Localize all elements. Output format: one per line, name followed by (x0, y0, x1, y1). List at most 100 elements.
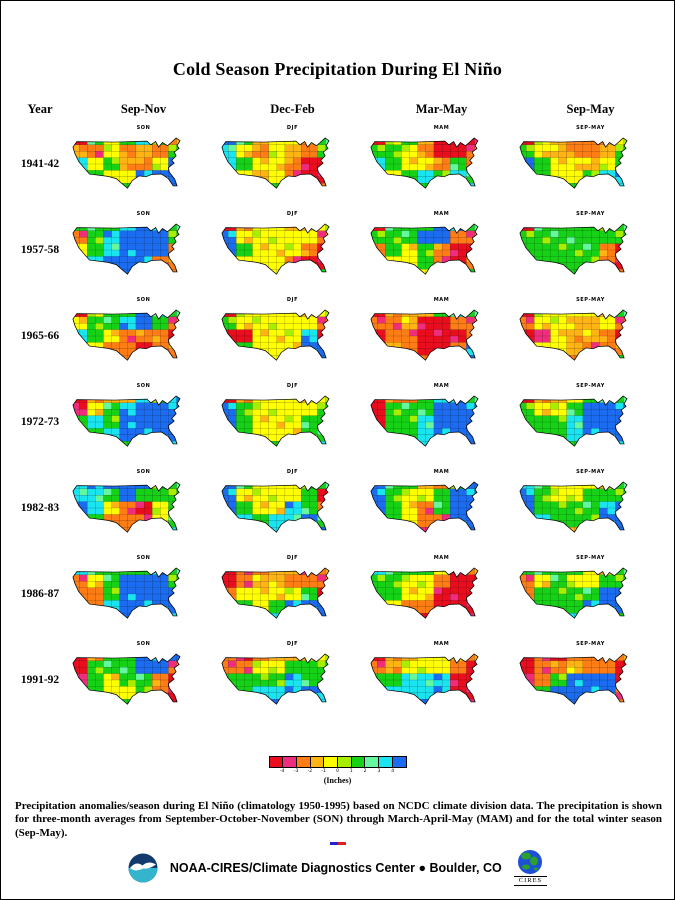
colorbar-segment-6 (351, 757, 366, 767)
map-cell: MAM (367, 465, 516, 551)
footer-text: NOAA-CIRES/Climate Diagnostics Center ● … (169, 860, 502, 875)
footer: NOAA-CIRES/Climate Diagnostics Center ● … (1, 842, 674, 886)
colorbar (268, 756, 407, 768)
map-title-label: SON (136, 125, 151, 131)
us-precipitation-map (519, 137, 628, 189)
column-header-sep-may: Sep-May (566, 101, 615, 116)
us-precipitation-map (370, 653, 479, 705)
map-title-label: MAM (433, 211, 450, 217)
row-year-label: 1957-58 (20, 244, 60, 256)
map-title-label: DJF (286, 211, 299, 217)
map-cell: MAM (367, 637, 516, 723)
map-cell: SEP-MAY (516, 551, 665, 637)
colorbar-segment-9 (392, 757, 406, 767)
us-precipitation-map (221, 309, 330, 361)
colorbar-tick: -4 (280, 769, 285, 774)
map-cell: MAM (367, 551, 516, 637)
map-cell: DJF (218, 293, 367, 379)
us-precipitation-map (519, 395, 628, 447)
map-cell: SON (69, 121, 218, 207)
colorbar-tick: 0 (336, 769, 339, 774)
map-cell: SON (69, 637, 218, 723)
map-title-label: SON (136, 641, 151, 647)
map-title-label: DJF (286, 641, 299, 647)
map-cell: SON (69, 465, 218, 551)
colorbar-segment-5 (338, 757, 352, 767)
map-cell: DJF (218, 465, 367, 551)
map-title-label: SON (136, 469, 151, 475)
figure-title: Cold Season Precipitation During El Niño (172, 59, 503, 79)
colorbar-segment-7 (365, 757, 380, 767)
map-cell: SON (69, 379, 218, 465)
legend: -4 -3 -2 -1 0 1 2 3 4 (Inches) (1, 756, 674, 785)
row-year-label: 1991-92 (20, 674, 60, 686)
map-cell: MAM (367, 121, 516, 207)
us-precipitation-map (72, 567, 181, 619)
map-title-label: SEP-MAY (576, 125, 605, 131)
colorbar-segment-1 (283, 757, 297, 767)
us-precipitation-map (519, 309, 628, 361)
map-cell: DJF (218, 207, 367, 293)
row-label-header: Year (27, 101, 53, 116)
cires-label: CIRES (513, 876, 548, 886)
map-title-label: SON (136, 211, 151, 217)
us-precipitation-map (519, 223, 628, 275)
colorbar-ticks: -4 -3 -2 -1 0 1 2 3 4 (269, 768, 407, 775)
us-precipitation-map (519, 481, 628, 533)
flag-dash-blue (329, 842, 338, 845)
map-cell: MAM (367, 207, 516, 293)
map-cell: SON (69, 551, 218, 637)
colorbar-tick: 1 (349, 769, 353, 774)
map-title-label: MAM (433, 555, 450, 561)
row-year-label: 1986-87 (20, 588, 60, 600)
us-precipitation-map (72, 395, 181, 447)
map-cell: SEP-MAY (516, 379, 665, 465)
footer-row: NOAA-CIRES/Climate Diagnostics Center ● … (128, 849, 548, 886)
us-precipitation-map (221, 223, 330, 275)
map-title-label: SON (136, 383, 151, 389)
map-title-label: DJF (286, 383, 299, 389)
row-year-label: 1972-73 (20, 416, 60, 428)
map-title-label: SEP-MAY (576, 641, 605, 647)
map-title-label: MAM (433, 383, 450, 389)
map-title-label: DJF (286, 555, 299, 561)
cires-logo: CIRES (513, 849, 548, 886)
map-cell: MAM (367, 293, 516, 379)
map-cell: DJF (218, 551, 367, 637)
colorbar-units-label: (Inches) (323, 776, 352, 785)
map-title-label: DJF (286, 125, 299, 131)
us-precipitation-map (519, 567, 628, 619)
us-precipitation-map (370, 223, 479, 275)
colorbar-tick: 4 (391, 769, 395, 774)
us-precipitation-map (72, 309, 181, 361)
cires-globe-icon (518, 850, 543, 874)
row-year-label: 1941-42 (20, 158, 60, 170)
colorbar-tick: 2 (363, 769, 367, 774)
flag-dash-red (337, 842, 346, 845)
map-cell: DJF (218, 121, 367, 207)
map-title-label: SEP-MAY (576, 297, 605, 303)
us-precipitation-map (221, 567, 330, 619)
map-title-label: MAM (433, 125, 450, 131)
map-cell: SEP-MAY (516, 637, 665, 723)
maps-grid: Year Sep-Nov Dec-Feb Mar-May Sep-May 1941-42 S… (11, 97, 665, 723)
colorbar-segment-2 (296, 757, 311, 767)
us-precipitation-map (221, 395, 330, 447)
map-title-label: MAM (433, 297, 450, 303)
us-precipitation-map (221, 481, 330, 533)
noaa-logo-icon (128, 853, 158, 882)
map-cell: SON (69, 293, 218, 379)
colorbar-tick: 3 (377, 769, 381, 774)
map-title-label: SON (136, 297, 151, 303)
map-title-label: MAM (433, 641, 450, 647)
us-precipitation-map (72, 223, 181, 275)
us-precipitation-map (370, 137, 479, 189)
us-precipitation-map (221, 653, 330, 705)
map-cell: SEP-MAY (516, 121, 665, 207)
map-title-label: SEP-MAY (576, 383, 605, 389)
map-title-label: DJF (286, 469, 299, 475)
us-precipitation-map (72, 481, 181, 533)
map-cell: SEP-MAY (516, 293, 665, 379)
us-precipitation-map (72, 653, 181, 705)
figure-caption: Precipitation anomalies/season during El… (15, 800, 662, 839)
